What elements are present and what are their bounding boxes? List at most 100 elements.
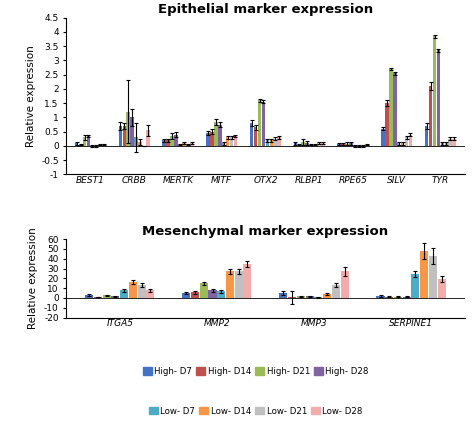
Bar [217, 291, 225, 298]
Bar [340, 272, 348, 298]
Bar [297, 296, 305, 298]
Bar [234, 136, 237, 146]
Bar [120, 290, 128, 298]
Bar [129, 282, 137, 298]
Bar [405, 138, 409, 146]
Bar [313, 145, 317, 146]
Bar [279, 293, 287, 298]
Bar [79, 145, 82, 146]
Bar [134, 138, 138, 146]
Bar [277, 138, 281, 146]
Bar [394, 297, 402, 298]
Bar [182, 143, 186, 146]
Bar [317, 143, 321, 146]
Bar [146, 130, 150, 146]
Bar [452, 139, 456, 146]
Bar [190, 143, 193, 146]
Bar [182, 293, 191, 298]
Bar [127, 112, 130, 146]
Bar [87, 136, 90, 146]
Bar [389, 69, 392, 146]
Bar [226, 138, 229, 146]
Bar [118, 126, 122, 146]
Bar [270, 140, 273, 146]
Bar [341, 144, 345, 146]
Bar [376, 296, 384, 298]
Bar [433, 36, 437, 146]
Bar [345, 144, 349, 146]
Legend: Low- D7, Low- D14, Low- D21, Low- D28: Low- D7, Low- D14, Low- D21, Low- D28 [146, 403, 366, 419]
Bar [420, 251, 428, 298]
Bar [262, 102, 265, 146]
Bar [301, 142, 305, 146]
Bar [103, 295, 111, 298]
Bar [82, 138, 86, 146]
Bar [337, 144, 341, 146]
Title: Mesenchymal marker expression: Mesenchymal marker expression [142, 225, 389, 238]
Bar [306, 296, 314, 298]
Bar [397, 143, 401, 146]
Bar [258, 100, 261, 146]
Bar [393, 73, 397, 146]
Bar [235, 272, 243, 298]
Bar [102, 145, 106, 146]
Bar [365, 145, 369, 146]
Bar [298, 145, 301, 146]
Bar [321, 143, 325, 146]
Bar [191, 292, 199, 298]
Bar [166, 140, 170, 146]
Bar [349, 143, 353, 146]
Bar [137, 285, 146, 298]
Title: Epithelial marker expression: Epithelial marker expression [158, 4, 373, 16]
Bar [429, 86, 432, 146]
Bar [310, 145, 313, 146]
Bar [314, 297, 322, 298]
Bar [441, 143, 444, 146]
Bar [230, 138, 233, 146]
Bar [178, 145, 182, 146]
Bar [438, 279, 446, 298]
Bar [411, 274, 419, 298]
Bar [323, 294, 331, 298]
Bar [403, 297, 411, 298]
Bar [425, 126, 428, 146]
Bar [170, 136, 174, 146]
Bar [288, 297, 296, 298]
Bar [273, 139, 277, 146]
Bar [99, 145, 102, 146]
Bar [409, 135, 412, 146]
Bar [401, 143, 404, 146]
Bar [146, 290, 155, 298]
Bar [254, 127, 257, 146]
Bar [218, 124, 221, 146]
Bar [250, 123, 254, 146]
Bar [111, 296, 119, 298]
Bar [209, 290, 217, 298]
Bar [138, 142, 142, 146]
Bar [293, 143, 297, 146]
Bar [85, 295, 93, 298]
Bar [186, 145, 190, 146]
Bar [222, 143, 226, 146]
Legend: High- D7, High- D14, High- D21, High- D28: High- D7, High- D14, High- D21, High- D2… [140, 363, 372, 379]
Bar [200, 283, 208, 298]
Bar [332, 285, 340, 298]
Bar [214, 122, 218, 146]
Bar [210, 132, 214, 146]
Bar [94, 297, 102, 298]
Bar [445, 143, 448, 146]
Bar [385, 103, 389, 146]
Y-axis label: Relative expression: Relative expression [28, 228, 38, 329]
Y-axis label: Relative expression: Relative expression [26, 45, 36, 147]
Bar [206, 133, 210, 146]
Bar [437, 50, 440, 146]
Bar [226, 272, 234, 298]
Bar [122, 126, 126, 146]
Bar [305, 143, 309, 146]
Bar [162, 140, 166, 146]
Bar [385, 297, 393, 298]
Bar [429, 256, 437, 298]
Bar [448, 139, 452, 146]
Bar [244, 264, 252, 298]
Bar [75, 143, 79, 146]
